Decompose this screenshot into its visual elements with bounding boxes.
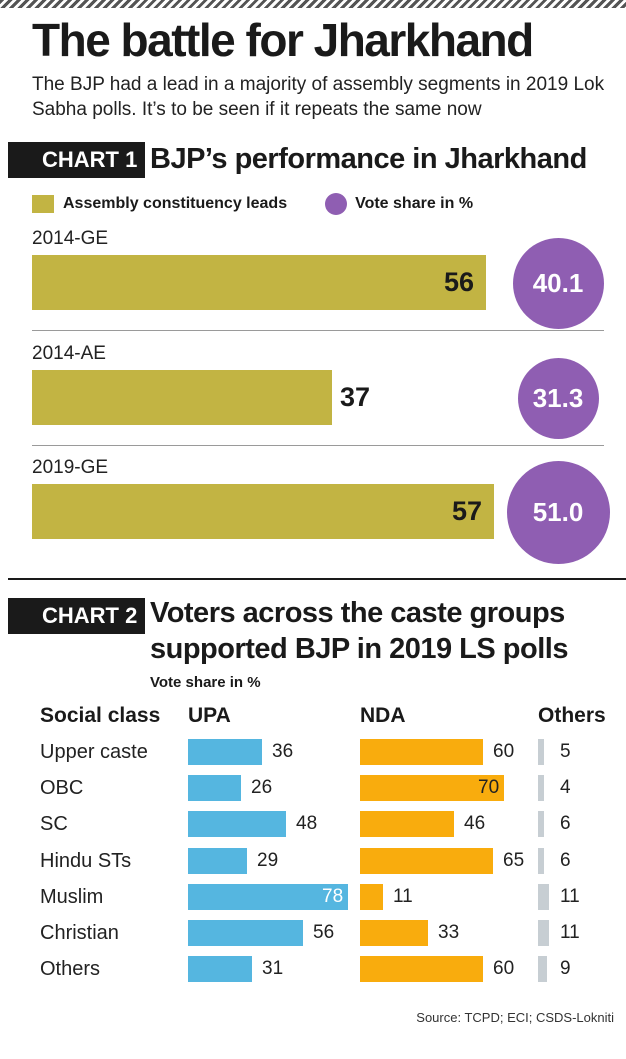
chart1-row-separator — [32, 445, 604, 446]
chart1-title: BJP’s performance in Jharkhand — [150, 143, 587, 175]
chart1-leads-bar — [32, 370, 332, 425]
section-divider — [8, 578, 626, 580]
chart2-nda-bar — [360, 739, 483, 765]
chart2-upa-bar — [188, 775, 241, 802]
chart2-upa-bar — [188, 811, 286, 838]
column-header-social-class: Social class — [40, 704, 161, 727]
chart2-category-label: Others — [40, 958, 101, 981]
chart2-category-label: Upper caste — [40, 741, 148, 763]
chart1-vote-share-circle: 51.0 — [506, 460, 610, 564]
source-note: Source: TCPD; ECI; CSDS-Lokniti — [416, 1010, 614, 1025]
chart1-leads-value: 57 — [452, 496, 483, 526]
chart2-others-bar — [538, 811, 544, 838]
legend-vote-share-dot — [325, 193, 348, 215]
chart2-others-bar — [538, 847, 544, 874]
chart1-vote-share-circle: 40.1 — [512, 237, 604, 329]
chart2-others-value: 5 — [560, 741, 571, 762]
chart2-category-label: SC — [40, 813, 68, 836]
chart2-nda-bar — [360, 775, 504, 802]
chart2-title-line-1: Voters across the caste groups — [150, 597, 565, 629]
column-header-nda: NDA — [360, 704, 406, 727]
chart2-upa-value: 48 — [296, 813, 318, 835]
chart1-category-label: 2019-GE — [32, 457, 109, 478]
chart2-others-value: 4 — [560, 777, 571, 799]
chart2-others-value: 6 — [560, 849, 571, 871]
page-title: The battle for Jharkhand — [32, 14, 534, 66]
chart2-nda-bar — [360, 956, 483, 983]
chart2-upa-value: 36 — [272, 741, 294, 762]
chart2-nda-value: 60 — [493, 958, 515, 980]
chart2-nda-bar — [360, 811, 454, 838]
chart2-others-bar — [538, 920, 549, 946]
chart1-leads-bar — [32, 255, 486, 310]
chart2-upa-value: 78 — [322, 885, 344, 907]
chart2-category-label: OBC — [40, 777, 84, 800]
chart2-nda-value: 46 — [464, 813, 486, 835]
chart2-nda-bar — [360, 920, 428, 946]
column-header-others: Others — [538, 704, 606, 727]
chart2-upa-value: 26 — [251, 777, 273, 799]
chart2-upa-bar — [188, 956, 252, 983]
chart2-upa-bar — [188, 920, 303, 946]
chart2-others-bar — [538, 775, 544, 802]
chart2-upa-bar — [188, 883, 348, 910]
top-stripe — [0, 0, 626, 8]
legend-leads-swatch — [32, 195, 54, 213]
legend-vote-share-label: Vote share in % — [355, 195, 474, 212]
chart2-upa-value: 56 — [313, 922, 335, 943]
chart2-others-bar — [538, 883, 549, 910]
chart2-others-value: 9 — [560, 958, 571, 980]
chart2-upa-value: 31 — [262, 958, 284, 980]
chart2-nda-value: 11 — [393, 885, 413, 907]
chart1-leads-value: 37 — [340, 382, 371, 412]
chart2-nda-value: 65 — [503, 849, 525, 871]
chart2-nda-value: 70 — [478, 777, 500, 799]
chart2-category-label: Christian — [40, 922, 119, 944]
page-subtitle: The BJP had a lead in a majority of asse… — [32, 74, 605, 120]
chart1-vote-share-circle: 31.3 — [517, 357, 599, 439]
chart2-others-value: 11 — [560, 885, 580, 907]
chart2-tag: CHART 2 — [8, 598, 146, 634]
chart2-subtitle: Vote share in % — [150, 674, 261, 691]
chart2-category-label: Hindu STs — [40, 849, 132, 872]
chart2-upa-bar — [188, 739, 262, 765]
chart2-upa-value: 29 — [257, 849, 279, 871]
chart2-nda-bar — [360, 883, 383, 910]
chart2-nda-value: 33 — [438, 922, 460, 943]
chart1-category-label: 2014-GE — [32, 228, 109, 249]
chart1-row-separator — [32, 330, 604, 331]
chart1-tag: CHART 1 — [8, 142, 146, 178]
chart2-category-label: Muslim — [40, 885, 104, 908]
chart2-others-value: 6 — [560, 813, 571, 835]
chart2-nda-bar — [360, 847, 493, 874]
chart1-legend: Assembly constituency leads Vote share i… — [32, 192, 473, 216]
chart2-others-value: 11 — [560, 922, 580, 943]
chart1-leads-bar — [32, 484, 494, 539]
chart2-others-bar — [538, 739, 544, 765]
chart1-leads-value: 56 — [444, 267, 475, 297]
chart2-title-line-2: supported BJP in 2019 LS polls — [150, 633, 568, 665]
chart2-others-bar — [538, 956, 547, 983]
chart1-category-label: 2014-AE — [32, 343, 106, 364]
legend-leads-label: Assembly constituency leads — [63, 195, 288, 212]
chart2-upa-bar — [188, 847, 247, 874]
column-header-upa: UPA — [188, 704, 231, 727]
chart2-nda-value: 60 — [493, 741, 515, 762]
